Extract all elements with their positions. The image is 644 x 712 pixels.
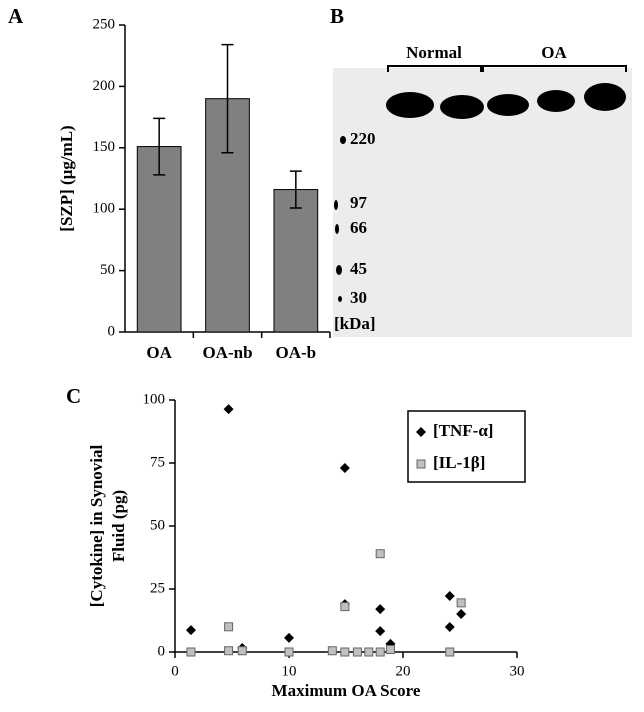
point	[284, 632, 294, 643]
band	[537, 90, 575, 112]
marker-label: 97	[350, 193, 368, 212]
y-tick-label: 250	[93, 16, 116, 32]
point	[456, 598, 466, 608]
y-tick-label: 50	[100, 262, 115, 278]
y-tick-label: 200	[93, 78, 116, 94]
point	[445, 647, 455, 657]
error-bar	[153, 117, 166, 176]
x-tick-label: 0	[171, 663, 179, 679]
y-tick-label: 100	[93, 201, 116, 217]
legend-box	[407, 410, 526, 483]
y-tick-label: 0	[158, 643, 166, 659]
band	[440, 95, 484, 119]
x-tick-label: OA	[146, 343, 172, 362]
point	[375, 626, 386, 637]
band	[487, 94, 529, 116]
x-tick-label: OA-b	[276, 343, 317, 362]
x-tick-label: OA-nb	[202, 343, 252, 362]
panel-label: A	[8, 4, 24, 28]
y-tick-label: 50	[150, 517, 165, 533]
legend-marker	[416, 459, 426, 469]
point	[224, 622, 234, 632]
group-label: Normal	[406, 43, 462, 62]
point	[352, 647, 362, 657]
unit-label: [kDa]	[334, 314, 376, 333]
y-axis-label: [SZP] (μg/mL)	[57, 125, 76, 231]
y-tick-label: 0	[108, 323, 116, 339]
point	[375, 549, 385, 559]
group-label: OA	[541, 43, 567, 62]
point	[375, 604, 386, 615]
point	[237, 646, 247, 656]
band	[386, 92, 434, 118]
band	[584, 83, 626, 111]
ladder-band	[336, 265, 342, 275]
y-tick-label: 100	[143, 391, 166, 407]
point	[223, 404, 234, 415]
point	[284, 647, 294, 657]
panel-label: C	[66, 384, 81, 408]
point	[375, 647, 385, 657]
point	[444, 591, 455, 602]
legend-label: [TNF-α]	[433, 421, 493, 440]
y-tick-label: 25	[150, 580, 165, 596]
point	[339, 463, 350, 474]
y-axis-label: [Cytokine] in Synovial	[87, 444, 106, 607]
error-bar	[221, 43, 234, 154]
point	[444, 622, 455, 633]
ladder-band	[334, 200, 338, 210]
bar	[136, 146, 182, 333]
x-axis-label: Maximum OA Score	[272, 681, 421, 700]
marker-label: 30	[350, 288, 367, 307]
legend-marker	[416, 427, 426, 437]
point	[456, 608, 467, 619]
marker-label: 220	[350, 129, 376, 148]
point	[327, 646, 337, 656]
y-axis-label: Fluid (pg)	[109, 490, 128, 562]
ladder-band	[340, 136, 346, 144]
y-tick-label: 150	[93, 139, 116, 155]
group-bracket	[387, 65, 627, 72]
bar	[273, 189, 319, 333]
point	[224, 646, 234, 656]
point	[186, 647, 196, 657]
point	[340, 647, 350, 657]
y-tick-label: 75	[150, 454, 165, 470]
x-tick-label: 20	[396, 663, 411, 679]
point	[340, 602, 350, 612]
ladder-band	[338, 296, 342, 302]
marker-label: 45	[350, 259, 367, 278]
blot: B Normal OA 220 97 66 45 30 [kDa]	[330, 4, 632, 337]
marker-label: 66	[350, 218, 367, 237]
legend-label: [IL-1β]	[433, 453, 485, 472]
point	[385, 644, 395, 654]
ladder-band	[335, 224, 339, 234]
blot-membrane	[333, 68, 632, 337]
error-bar	[289, 170, 302, 209]
x-tick-label: 10	[282, 663, 297, 679]
point	[364, 647, 374, 657]
panel-label: B	[330, 4, 344, 28]
x-tick-label: 30	[510, 663, 525, 679]
point	[185, 625, 196, 636]
